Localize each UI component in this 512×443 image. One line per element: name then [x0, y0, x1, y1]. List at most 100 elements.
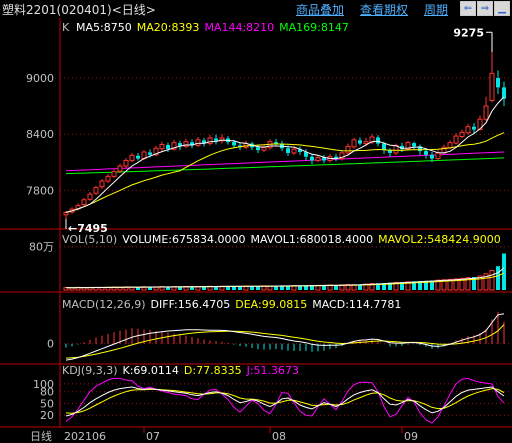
kdj-tick-label-3: 20 [40, 409, 54, 422]
kdj-legend-3: J:51.3673 [246, 364, 299, 377]
diff-line [65, 313, 505, 361]
volume-bar [388, 282, 392, 290]
volume-bar [435, 279, 441, 291]
volume-bar [267, 285, 273, 291]
price-tick-label-2: 7800 [26, 184, 54, 197]
volume-bar [369, 283, 375, 291]
volume-bar [477, 275, 483, 291]
candle-body [489, 72, 495, 101]
price-tick-label-0: 9000 [26, 72, 54, 85]
candle-body [363, 141, 369, 145]
candle-body [496, 78, 500, 88]
kdj-legend-0: KDJ(9,3,3) [62, 364, 118, 377]
candle-body [382, 143, 386, 151]
candle-body [412, 143, 416, 147]
candle-body [178, 143, 182, 147]
volume-bar [418, 281, 422, 290]
candle-body [286, 148, 290, 153]
kdj-legend-1: K:69.0114 [123, 364, 179, 377]
arrow-right-icon[interactable]: ⇒ [477, 1, 493, 16]
kdj-legend-2: D:77.8335 [184, 364, 242, 377]
volume-bar [136, 287, 140, 290]
candle-body [351, 139, 357, 148]
candle-body [453, 135, 459, 144]
volume-bar [334, 285, 338, 290]
mavol1-line [65, 267, 505, 289]
volume-legend-0: VOL(5,10) [62, 233, 117, 246]
candle-body [310, 156, 314, 161]
volume-legend-2: MAVOL1:680018.4000 [250, 233, 373, 246]
volume-bar [232, 286, 236, 290]
volume-bar [453, 278, 459, 291]
volume-bar [441, 279, 447, 291]
volume-bar [430, 280, 434, 290]
volume-legend-3: MAVOL2:548424.9000 [378, 233, 501, 246]
candle-body [465, 126, 471, 134]
x-axis-tick-label-1: 07 [146, 430, 160, 443]
price-legend-3: MA169:8147 [279, 21, 349, 34]
minimize-icon[interactable]: ▁ [494, 1, 510, 16]
period-menu[interactable]: 周期 [424, 3, 449, 17]
overlay-commodity-menu[interactable]: 商品叠加 [296, 3, 345, 17]
volume-bar [214, 286, 218, 290]
candle-body [207, 137, 213, 145]
candle-body [166, 144, 170, 150]
candle-body [400, 145, 404, 150]
volume-bar [376, 283, 380, 290]
candle-body [447, 142, 453, 149]
candle-body [472, 126, 476, 130]
x-axis-period-label: 日线 [30, 429, 52, 443]
volume-bar [286, 285, 290, 290]
candle-body [291, 148, 297, 154]
volume-bar [465, 277, 471, 291]
candle-body [502, 87, 506, 99]
arrow-left-icon[interactable]: ⇐ [460, 1, 476, 16]
candle-body [261, 146, 267, 151]
candle-body [232, 142, 236, 146]
kdj-tick-label-2: 50 [40, 397, 54, 410]
volume-bar [250, 286, 254, 290]
volume-bar [178, 286, 182, 290]
macd-legend-1: DIFF:156.4705 [151, 298, 231, 311]
candle-body [322, 157, 326, 161]
volume-bar [358, 284, 362, 290]
view-options-menu[interactable]: 查看期权 [360, 3, 409, 17]
high-price-label: 9275 [453, 26, 484, 39]
candle-body [171, 142, 177, 150]
volume-bar [202, 286, 206, 290]
kdj-tick-label-1: 80 [40, 386, 54, 399]
candle-body [87, 193, 93, 200]
kdj-k-line [65, 386, 505, 417]
candle-body [202, 140, 206, 144]
candle-body [405, 142, 411, 150]
candle-body [123, 159, 129, 167]
macd-legend-0: MACD(12,26,9) [62, 298, 146, 311]
candle-body [435, 152, 441, 160]
x-axis-tick-label-2: 08 [272, 430, 286, 443]
candle-body [81, 199, 87, 205]
macd-legend-3: MACD:114.7781 [312, 298, 401, 311]
candle-body [159, 144, 165, 150]
macd-legend-2: DEA:99.0815 [235, 298, 307, 311]
candle-body [219, 137, 225, 142]
volume-bar [256, 286, 260, 290]
candle-body [418, 146, 422, 152]
candle-body [298, 149, 302, 153]
low-price-label: ←7495 [68, 222, 108, 235]
candle-body [183, 141, 189, 147]
volume-bar [166, 287, 170, 290]
candle-body [190, 142, 194, 146]
volume-bar [190, 286, 194, 290]
candle-body [358, 140, 362, 144]
volume-bar [274, 285, 278, 290]
candle-body [105, 175, 111, 182]
volume-bar [148, 286, 152, 290]
volume-bar [382, 282, 386, 290]
candle-body [93, 187, 99, 194]
candle-body [459, 131, 465, 138]
candle-body [63, 211, 69, 216]
volume-bar [472, 277, 476, 290]
price-legend-1: MA20:8393 [137, 21, 200, 34]
candle-body [195, 139, 201, 146]
